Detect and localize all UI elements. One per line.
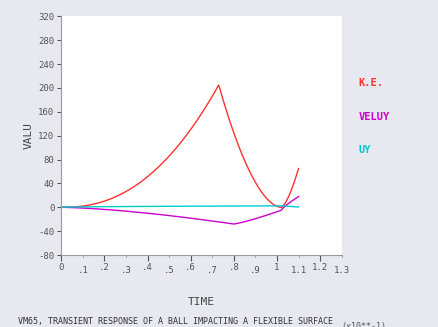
Text: VM65, TRANSIENT RESPONSE OF A BALL IMPACTING A FLEXIBLE SURFACE: VM65, TRANSIENT RESPONSE OF A BALL IMPAC… bbox=[18, 317, 332, 326]
Text: .1: .1 bbox=[78, 266, 88, 275]
Text: 1.1: 1.1 bbox=[290, 266, 307, 275]
Y-axis label: VALU: VALU bbox=[24, 122, 34, 149]
Text: .9: .9 bbox=[250, 266, 261, 275]
Text: 1.3: 1.3 bbox=[334, 266, 350, 275]
Text: UY: UY bbox=[358, 145, 371, 155]
X-axis label: TIME: TIME bbox=[188, 297, 215, 307]
Text: K.E.: K.E. bbox=[358, 78, 383, 88]
Text: .3: .3 bbox=[120, 266, 131, 275]
Text: .7: .7 bbox=[207, 266, 218, 275]
Text: (x10**-1): (x10**-1) bbox=[342, 322, 387, 327]
Text: .5: .5 bbox=[164, 266, 174, 275]
Text: VELUY: VELUY bbox=[358, 112, 390, 122]
